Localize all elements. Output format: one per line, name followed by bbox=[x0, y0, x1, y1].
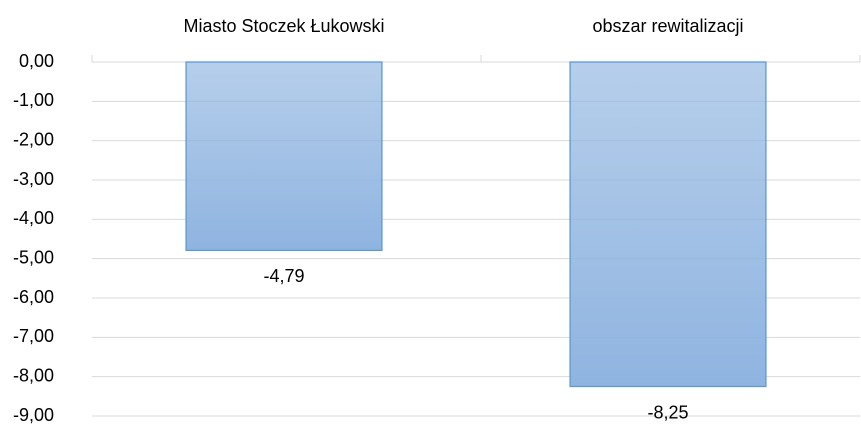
y-tick-label: -2,00 bbox=[13, 129, 54, 149]
y-tick-label: -6,00 bbox=[13, 287, 54, 307]
y-tick-label: -1,00 bbox=[13, 90, 54, 110]
x-tick-label: obszar rewitalizacji bbox=[592, 16, 743, 36]
bar bbox=[185, 61, 383, 252]
y-tick-label: -5,00 bbox=[13, 247, 54, 267]
y-tick-label: 0,00 bbox=[19, 51, 54, 71]
data-label: -8,25 bbox=[647, 402, 688, 422]
y-tick-label: -8,00 bbox=[13, 365, 54, 385]
data-label: -4,79 bbox=[263, 266, 304, 286]
y-tick-label: -9,00 bbox=[13, 405, 54, 425]
y-tick-label: -7,00 bbox=[13, 326, 54, 346]
y-tick-label: -4,00 bbox=[13, 208, 54, 228]
x-tick-label: Miasto Stoczek Łukowski bbox=[183, 16, 384, 36]
bar bbox=[569, 61, 767, 388]
y-tick-label: -3,00 bbox=[13, 169, 54, 189]
